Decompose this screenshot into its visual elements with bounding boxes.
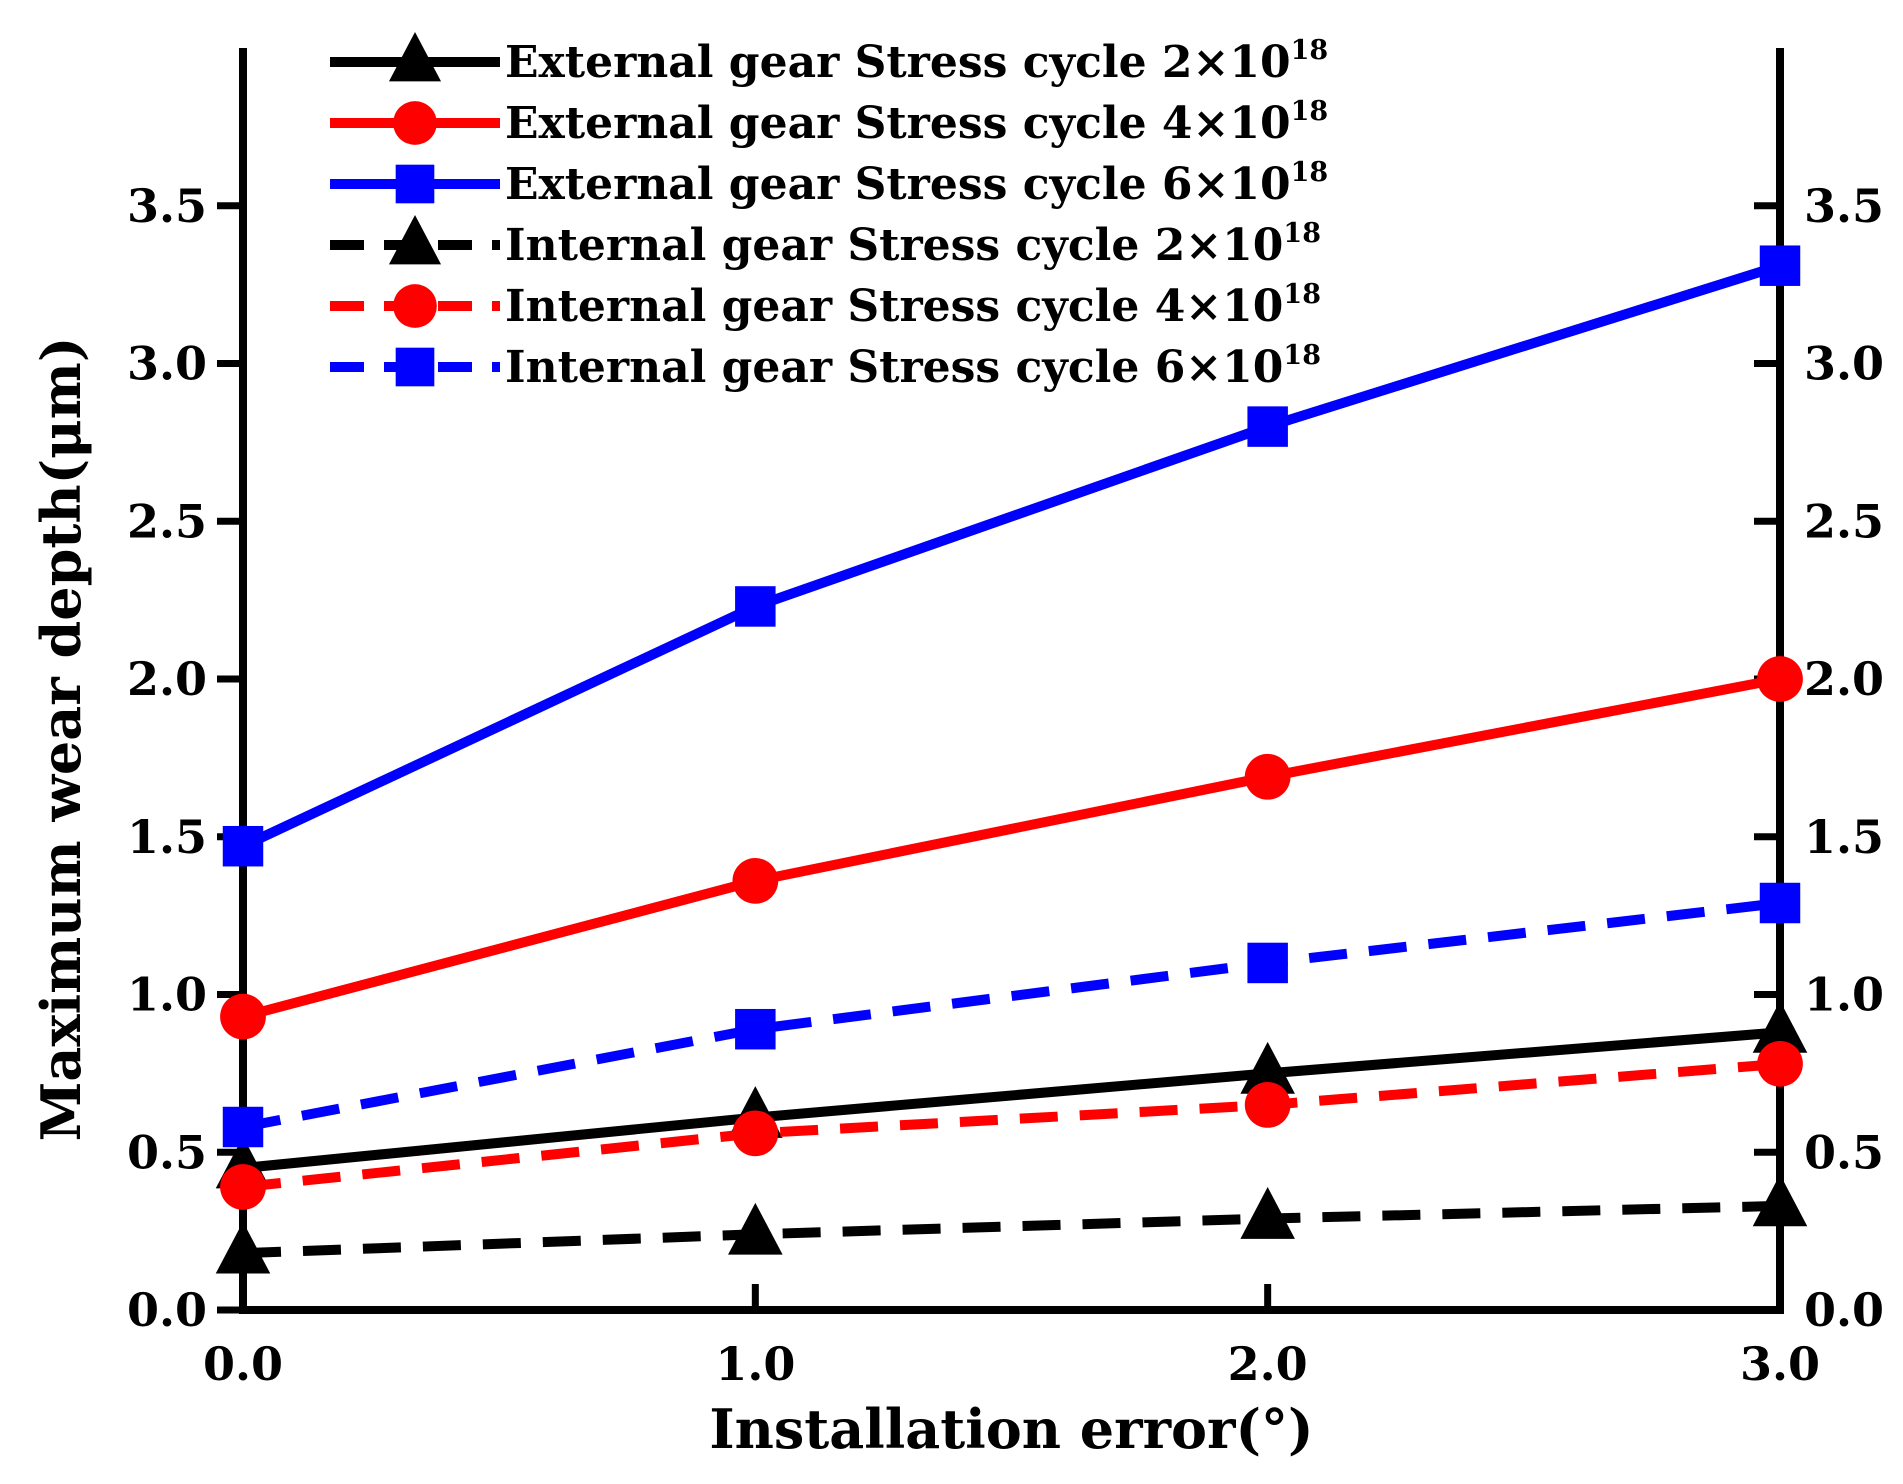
triangle-marker <box>388 214 442 265</box>
series-6 <box>222 882 1801 1148</box>
y-tick-label: 2.5 <box>127 494 207 548</box>
circle-marker <box>1757 656 1803 702</box>
square-marker <box>395 347 435 387</box>
square-marker <box>1247 406 1288 447</box>
square-marker <box>222 1106 264 1148</box>
circle-marker <box>1244 1082 1291 1128</box>
triangle-marker <box>1752 1000 1808 1053</box>
square-marker <box>1759 245 1801 286</box>
y-tick-label-right: 3.5 <box>1804 179 1884 233</box>
legend-item-3: External gear Stress cycle 6×1018 <box>330 157 1328 210</box>
y-tick-label-right: 3.0 <box>1804 337 1884 391</box>
circle-marker <box>393 284 437 328</box>
square-marker <box>222 825 264 867</box>
legend-exponent: 18 <box>1291 157 1329 188</box>
legend-exponent: 18 <box>1291 96 1329 127</box>
square-marker <box>735 586 776 627</box>
legend-item-6: Internal gear Stress cycle 6×1018 <box>330 340 1321 393</box>
y-tick-label: 3.0 <box>127 337 207 391</box>
y-axis-title: Maximum wear depth(μm) <box>29 337 93 1142</box>
series-line <box>242 898 1781 1132</box>
x-tick-label: 0.0 <box>203 1337 283 1391</box>
legend-item-4: Internal gear Stress cycle 2×1018 <box>330 214 1321 271</box>
x-tick-label: 1.0 <box>715 1337 795 1391</box>
legend: External gear Stress cycle 2×1018 Externa… <box>330 31 1328 393</box>
y-tick-label: 1.0 <box>127 968 207 1022</box>
triangle-marker <box>1752 1174 1808 1227</box>
series-2 <box>220 656 1803 1040</box>
circle-marker <box>732 858 779 904</box>
y-tick-label-right: 0.0 <box>1804 1283 1884 1337</box>
legend-label: External gear Stress cycle 4×1018 <box>505 96 1328 149</box>
series-line <box>242 1058 1781 1192</box>
y-tick-label: 1.5 <box>127 810 207 864</box>
triangle-marker <box>1240 1187 1295 1239</box>
x-tick-label: 2.0 <box>1228 1337 1308 1391</box>
series-4 <box>215 1174 1808 1274</box>
legend-item-5: Internal gear Stress cycle 4×1018 <box>330 279 1321 332</box>
legend-exponent: 18 <box>1283 218 1321 249</box>
legend-item-1: External gear Stress cycle 2×1018 <box>330 31 1328 88</box>
y-tick-label-right: 0.5 <box>1804 1125 1884 1179</box>
y-tick-label-right: 2.5 <box>1804 494 1884 548</box>
circle-marker <box>732 1110 779 1157</box>
x-axis-title: Installation error(°) <box>709 1397 1313 1461</box>
series-line <box>242 1027 1781 1174</box>
square-marker <box>395 164 435 204</box>
y-tick-label: 3.5 <box>127 179 207 233</box>
circle-marker <box>1757 1041 1803 1087</box>
series-line <box>240 260 1782 851</box>
triangle-marker <box>1240 1041 1295 1094</box>
legend-exponent: 18 <box>1291 35 1329 66</box>
y-tick-label-right: 1.5 <box>1804 810 1884 864</box>
circle-marker <box>1244 753 1291 800</box>
triangle-marker <box>388 31 442 82</box>
series-5 <box>220 1041 1803 1210</box>
circle-marker <box>220 1164 266 1210</box>
axes: 0.0 0.5 1.0 1.5 2.0 2.5 3.0 3.5 0.0 0.5 1.0 1.5 2.0 2… <box>29 48 1884 1461</box>
square-marker <box>1759 882 1801 924</box>
y-tick-label-right: 1.0 <box>1804 968 1884 1022</box>
legend-label: External gear Stress cycle 2×1018 <box>505 35 1328 88</box>
legend-label: Internal gear Stress cycle 2×1018 <box>505 218 1321 271</box>
circle-marker <box>220 993 266 1040</box>
x-tick-label: 3.0 <box>1740 1337 1820 1391</box>
legend-exponent: 18 <box>1283 340 1321 371</box>
triangle-marker <box>728 1202 783 1255</box>
series-line <box>242 1200 1781 1259</box>
square-marker <box>1247 942 1288 984</box>
series-layer <box>215 245 1808 1274</box>
square-marker <box>735 1008 776 1050</box>
y-tick-label: 2.0 <box>127 652 207 706</box>
series-3 <box>222 245 1801 867</box>
y-tick-label: 0.0 <box>127 1283 207 1337</box>
legend-exponent: 18 <box>1283 279 1321 310</box>
triangle-marker <box>215 1221 271 1274</box>
legend-item-2: External gear Stress cycle 4×1018 <box>330 96 1328 149</box>
circle-marker <box>393 101 437 145</box>
series-line <box>241 674 1781 1022</box>
legend-label: External gear Stress cycle 6×1018 <box>505 157 1328 210</box>
y-tick-label-right: 2.0 <box>1804 652 1884 706</box>
legend-label: Internal gear Stress cycle 6×1018 <box>505 340 1321 393</box>
y-tick-label: 0.5 <box>127 1125 207 1179</box>
legend-label: Internal gear Stress cycle 4×1018 <box>505 279 1321 332</box>
